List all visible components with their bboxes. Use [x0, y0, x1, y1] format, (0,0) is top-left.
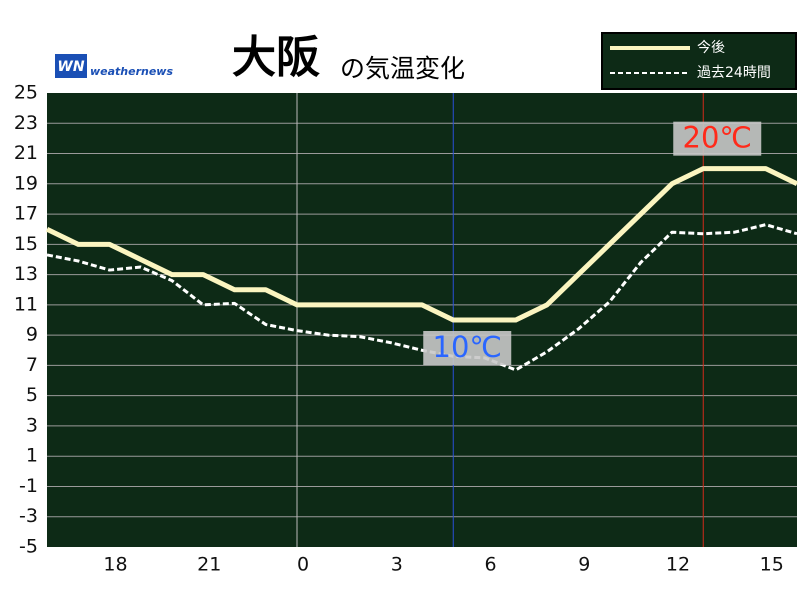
series-line	[46, 223, 798, 372]
y-tick-label: 9	[26, 324, 38, 346]
annotation-box	[673, 121, 762, 156]
y-tick-label: 19	[14, 172, 38, 194]
legend-label: 今後	[697, 40, 725, 56]
y-tick-label: -3	[19, 505, 38, 527]
x-tick-label: 18	[103, 554, 127, 576]
legend-label: 過去24時間	[697, 65, 771, 81]
chart-subtitle: の気温変化	[340, 54, 465, 83]
logo-box	[55, 54, 87, 78]
chart-title: 大阪	[232, 32, 320, 83]
x-tick-label: 0	[297, 554, 309, 576]
y-tick-label: 13	[14, 263, 38, 285]
series-line	[45, 166, 799, 323]
y-tick-label: 17	[14, 203, 38, 225]
y-tick-label: 1	[26, 445, 38, 467]
y-tick-label: -5	[19, 536, 38, 558]
y-tick-label: 5	[26, 384, 38, 406]
x-tick-label: 15	[760, 554, 784, 576]
brand: weathernews	[90, 65, 173, 78]
y-tick-label: 21	[14, 142, 38, 164]
annotation: 20℃	[683, 121, 752, 155]
y-tick-label: 11	[14, 293, 38, 315]
x-tick-label: 12	[666, 554, 690, 576]
x-tick-label: 21	[197, 554, 221, 576]
annotation: 10℃	[433, 330, 502, 364]
logo: WN	[57, 59, 84, 75]
y-tick-label: 15	[14, 233, 38, 255]
legend-box	[601, 32, 797, 90]
x-tick-label: 3	[391, 554, 403, 576]
annotation-box	[423, 331, 512, 365]
plot-area	[47, 93, 797, 547]
y-tick-label: 7	[26, 354, 38, 376]
x-tick-label: 9	[578, 554, 590, 576]
y-tick-label: 25	[14, 82, 38, 104]
y-tick-label: 23	[14, 112, 38, 134]
y-tick-label: -1	[19, 475, 38, 497]
y-tick-label: 3	[26, 414, 38, 436]
x-tick-label: 6	[484, 554, 496, 576]
